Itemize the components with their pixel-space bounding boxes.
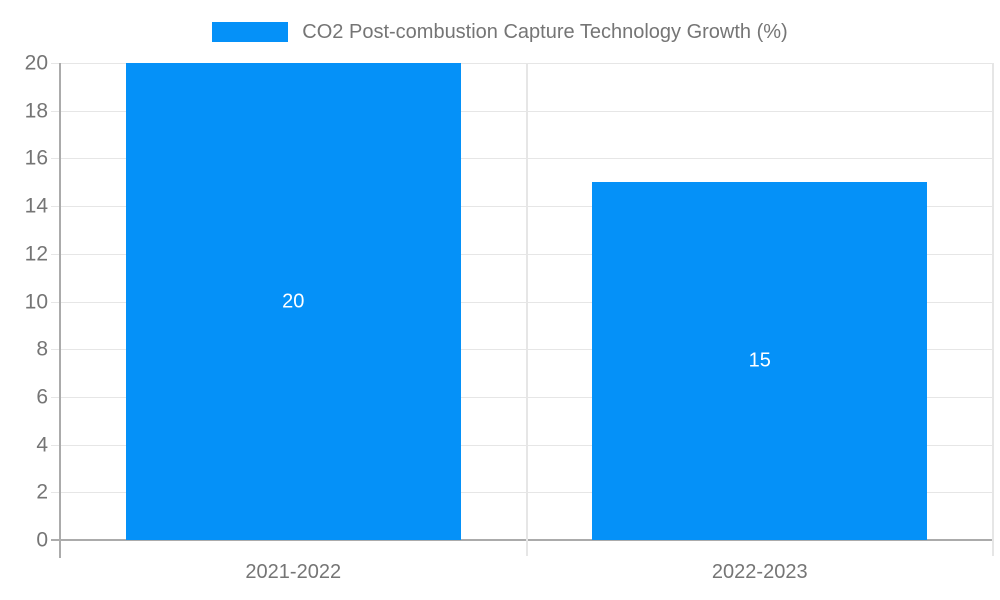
- y-tick-mark: [51, 206, 60, 208]
- y-tick-mark: [51, 158, 60, 160]
- y-tick-label: 18: [24, 99, 48, 123]
- y-tick-label: 16: [24, 146, 48, 170]
- y-tick-label: 0: [36, 528, 48, 552]
- x-tick-label: 2022-2023: [711, 561, 808, 583]
- bar-value-label: 20: [282, 290, 305, 312]
- legend-label: CO2 Post-combustion Capture Technology G…: [302, 20, 788, 43]
- y-tick-label: 20: [24, 51, 48, 75]
- legend-swatch: [212, 22, 289, 42]
- y-tick-label: 2: [36, 480, 48, 504]
- y-tick-label: 6: [36, 385, 48, 409]
- legend[interactable]: CO2 Post-combustion Capture Technology G…: [0, 19, 1000, 45]
- y-tick-label: 8: [36, 337, 48, 361]
- y-tick-mark: [51, 301, 60, 303]
- y-tick-label: 10: [24, 290, 48, 313]
- y-tick-mark: [51, 396, 60, 398]
- y-tick-mark: [51, 444, 60, 446]
- bar-value-label: 15: [748, 349, 771, 372]
- y-tick-label: 4: [36, 433, 48, 457]
- y-tick-mark: [51, 492, 60, 494]
- x-axis-line: [51, 539, 993, 541]
- y-tick-label: 14: [24, 194, 48, 218]
- y-tick-mark: [51, 349, 60, 351]
- y-axis-line: [59, 63, 61, 558]
- y-tick-mark: [51, 253, 60, 255]
- bar-2021-2022[interactable]: [125, 63, 461, 540]
- x-tick-label: 2021-2022: [245, 561, 342, 583]
- plot-right-border: [992, 63, 994, 556]
- y-tick-label: 12: [24, 242, 48, 266]
- category-divider: [525, 63, 528, 556]
- y-tick-mark: [51, 110, 60, 112]
- bar-2022-2023[interactable]: [592, 182, 928, 540]
- y-tick-mark: [51, 63, 60, 64]
